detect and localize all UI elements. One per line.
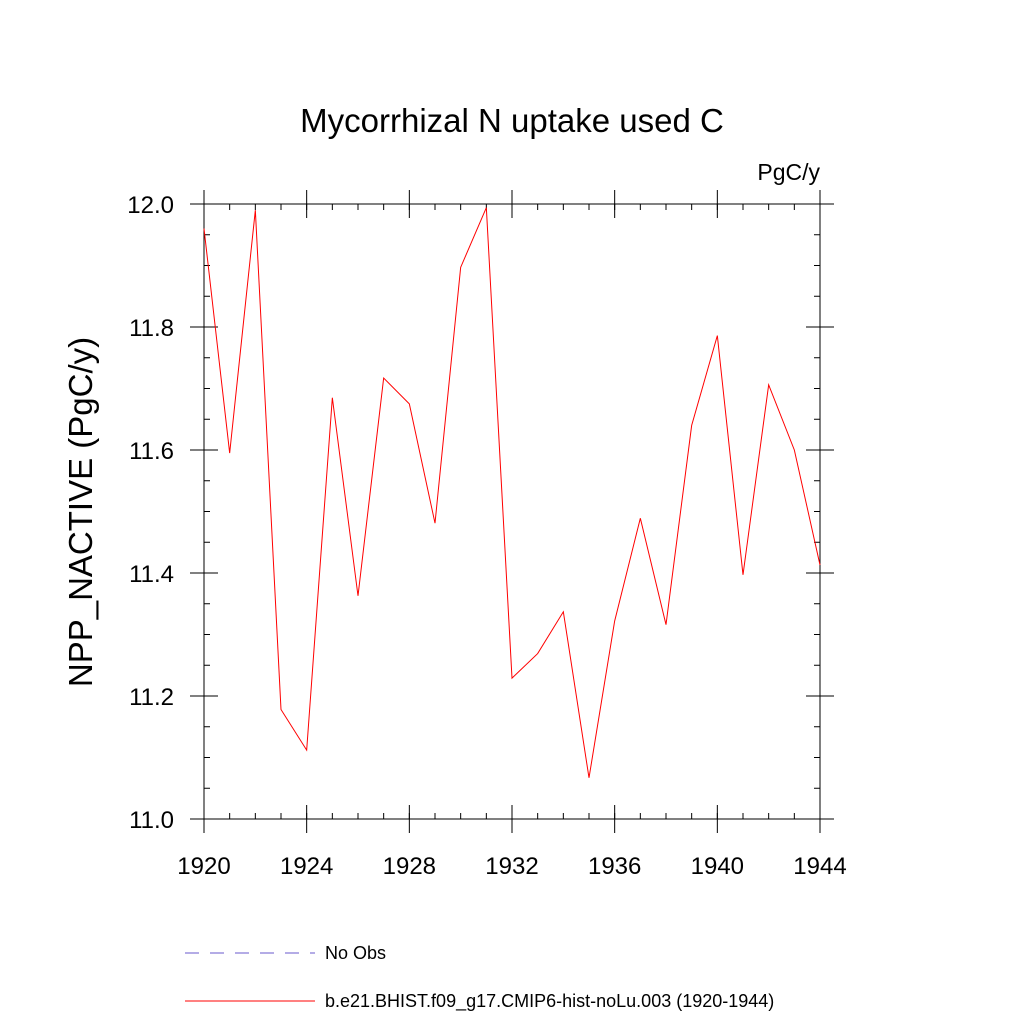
y-tick-label: 11.8 bbox=[129, 315, 174, 342]
x-tick-label: 1928 bbox=[383, 853, 436, 880]
x-tick-label: 1924 bbox=[280, 853, 333, 880]
legend: No Obs b.e21.BHIST.f09_g17.CMIP6-hist-no… bbox=[185, 943, 774, 1012]
x-tick-label: 1932 bbox=[485, 853, 538, 880]
x-tick-label: 1944 bbox=[793, 853, 846, 880]
minor-ticks bbox=[203, 203, 821, 820]
series-layer bbox=[203, 207, 821, 778]
major-ticks bbox=[190, 190, 834, 833]
y-tick-label: 11.0 bbox=[129, 807, 174, 834]
y-axis-label: NPP_NACTIVE (PgC/y) bbox=[62, 337, 99, 687]
y-tick-labels: 11.0 11.2 11.4 11.6 11.8 12.0 bbox=[127, 192, 174, 834]
series-line-0 bbox=[203, 207, 821, 778]
units-label: PgC/y bbox=[757, 159, 820, 185]
y-tick-label: 12.0 bbox=[127, 192, 174, 219]
x-tick-label: 1940 bbox=[691, 853, 744, 880]
chart-title: Mycorrhizal N uptake used C bbox=[300, 102, 724, 139]
x-tick-label: 1936 bbox=[588, 853, 641, 880]
y-tick-label: 11.2 bbox=[129, 684, 174, 711]
y-tick-label: 11.6 bbox=[129, 438, 174, 465]
x-tick-labels: 1920 1924 1928 1932 1936 1940 1944 bbox=[177, 853, 846, 880]
legend-label-model-run: b.e21.BHIST.f09_g17.CMIP6-hist-noLu.003 … bbox=[325, 991, 774, 1012]
legend-label-no-obs: No Obs bbox=[325, 943, 386, 963]
y-tick-label: 11.4 bbox=[129, 561, 174, 588]
plot-frame bbox=[203, 203, 821, 820]
x-tick-label: 1920 bbox=[177, 853, 230, 880]
